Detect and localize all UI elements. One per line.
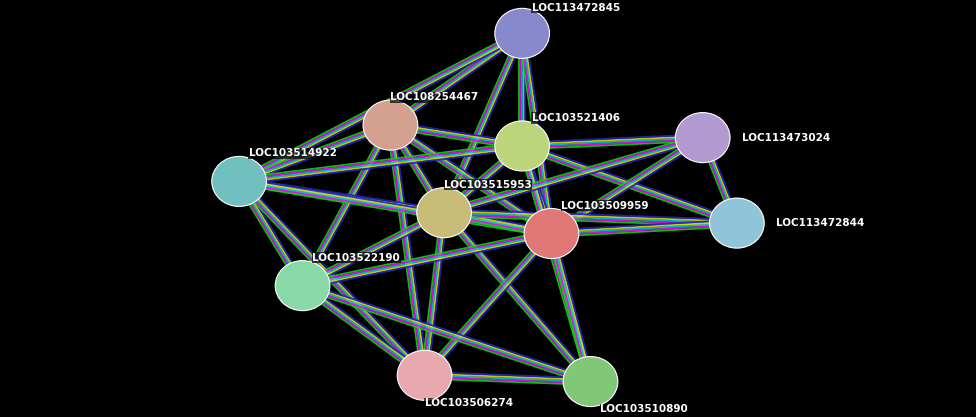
- Text: LOC103506274: LOC103506274: [425, 398, 512, 408]
- Text: LOC103510890: LOC103510890: [600, 404, 688, 414]
- Text: LOC113473024: LOC113473024: [742, 133, 830, 143]
- Ellipse shape: [675, 113, 730, 163]
- Ellipse shape: [495, 8, 549, 58]
- Ellipse shape: [417, 188, 471, 238]
- Ellipse shape: [363, 100, 418, 150]
- Ellipse shape: [397, 350, 452, 400]
- Text: LOC103514922: LOC103514922: [249, 148, 337, 158]
- Text: LOC103522190: LOC103522190: [312, 253, 400, 263]
- Text: LOC103515953: LOC103515953: [444, 180, 532, 190]
- Ellipse shape: [524, 208, 579, 259]
- Ellipse shape: [563, 357, 618, 407]
- Ellipse shape: [212, 156, 266, 206]
- Text: LOC103521406: LOC103521406: [532, 113, 620, 123]
- Text: LOC103509959: LOC103509959: [561, 201, 649, 211]
- Ellipse shape: [710, 198, 764, 248]
- Ellipse shape: [275, 261, 330, 311]
- Ellipse shape: [495, 121, 549, 171]
- Text: LOC113472845: LOC113472845: [532, 3, 620, 13]
- Text: LOC108254467: LOC108254467: [390, 92, 478, 102]
- Text: LOC113472844: LOC113472844: [776, 218, 865, 228]
